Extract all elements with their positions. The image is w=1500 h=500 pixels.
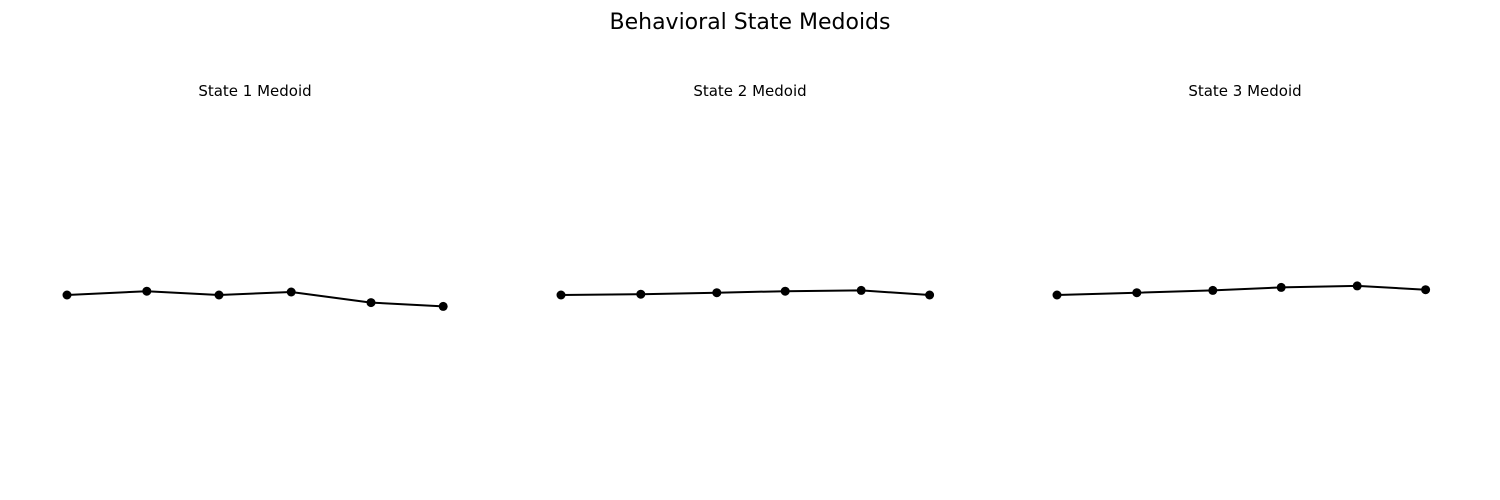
- data-point-state-3-5: [1352, 281, 1362, 291]
- data-point-state-1-1: [62, 290, 72, 300]
- data-point-state-2-3: [712, 288, 722, 298]
- figure-title: Behavioral State Medoids: [610, 10, 891, 35]
- series-line-state-1: [66, 290, 444, 308]
- plot-area-state-1: [62, 286, 448, 311]
- data-point-state-1-6: [438, 301, 448, 311]
- subplot-state-2: State 2 Medoid: [556, 82, 935, 300]
- data-point-state-2-1: [556, 290, 566, 300]
- data-point-state-3-3: [1208, 285, 1218, 295]
- series-line-state-3: [1056, 284, 1426, 296]
- subplot-title-state-3: State 3 Medoid: [1188, 82, 1301, 100]
- plot-area-state-3: [1052, 281, 1431, 300]
- data-point-state-2-4: [780, 286, 790, 296]
- subplot-state-1: State 1 Medoid: [62, 82, 448, 311]
- data-point-state-2-2: [636, 289, 646, 299]
- data-point-state-1-4: [286, 287, 296, 297]
- series-line-state-2: [560, 289, 930, 296]
- data-point-state-2-6: [925, 290, 935, 300]
- data-point-state-2-5: [856, 285, 866, 295]
- data-point-state-3-2: [1132, 288, 1142, 298]
- subplot-state-3: State 3 Medoid: [1052, 82, 1431, 300]
- data-point-state-1-2: [142, 286, 152, 296]
- data-point-state-3-6: [1421, 285, 1431, 295]
- subplot-title-state-2: State 2 Medoid: [693, 82, 806, 100]
- plot-area-state-2: [556, 285, 935, 300]
- data-point-state-3-4: [1276, 282, 1286, 292]
- data-point-state-1-3: [214, 290, 224, 300]
- subplot-title-state-1: State 1 Medoid: [198, 82, 311, 100]
- data-point-state-3-1: [1052, 290, 1062, 300]
- data-point-state-1-5: [366, 298, 376, 308]
